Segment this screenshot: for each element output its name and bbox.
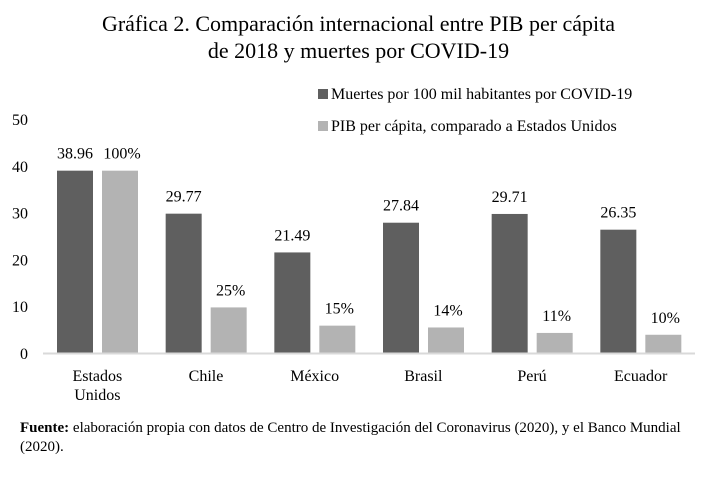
bar-gdp: [645, 334, 682, 353]
legend-label: Muertes por 100 mil habitantes por COVID…: [331, 86, 632, 103]
legend-swatch: [318, 121, 328, 131]
x-tick-label: Perú: [517, 368, 546, 385]
y-tick-label: 50: [12, 112, 28, 129]
bar-deaths: [57, 170, 93, 353]
data-label-gdp: 14%: [433, 302, 462, 319]
y-tick-label: 40: [12, 159, 28, 176]
data-label-deaths: 29.77: [166, 189, 202, 206]
data-label-deaths: 38.96: [57, 146, 93, 163]
chart-title-line-1: Gráfica 2. Comparación internacional ent…: [101, 11, 616, 36]
data-label-gdp: 25%: [216, 282, 245, 299]
data-label-deaths: 29.71: [492, 189, 528, 206]
bar-gdp: [319, 325, 356, 353]
bar-deaths: [274, 252, 311, 353]
source-text: elaboración propia con datos de Centro d…: [20, 420, 681, 455]
y-tick-label: 0: [20, 346, 28, 363]
chart-title: Gráfica 2. Comparación internacional ent…: [0, 10, 717, 64]
legend-swatch: [318, 89, 328, 99]
data-label-gdp: 100%: [103, 146, 140, 163]
bar-gdp: [210, 307, 247, 353]
legend-label: PIB per cápita, comparado a Estados Unid…: [331, 118, 617, 135]
source-label: Fuente:: [20, 420, 70, 436]
data-label-gdp: 10%: [651, 310, 680, 327]
y-tick-label: 20: [12, 252, 28, 269]
data-label-gdp: 11%: [542, 308, 571, 325]
x-tick-label: Estados: [72, 368, 122, 385]
chart-title-line-2: de 2018 y muertes por COVID-19: [207, 38, 510, 63]
data-label-gdp: 15%: [325, 301, 354, 318]
x-tick-label: México: [290, 368, 339, 385]
data-label-deaths: 21.49: [274, 227, 310, 244]
bar-deaths: [600, 229, 637, 353]
y-tick-label: 30: [12, 206, 28, 223]
bar-gdp: [102, 170, 138, 353]
x-tick-label: Ecuador: [614, 368, 668, 385]
x-tick-label: Brasil: [404, 368, 443, 385]
bar-deaths: [383, 222, 419, 353]
x-tick-label: Chile: [189, 368, 224, 385]
bar-gdp: [536, 332, 573, 353]
data-label-deaths: 27.84: [383, 198, 419, 215]
x-tick-label: Unidos: [74, 387, 120, 404]
source-note: Fuente: elaboración propia con datos de …: [20, 419, 700, 457]
data-label-deaths: 26.35: [600, 205, 636, 222]
bar-gdp: [428, 327, 464, 353]
bar-deaths: [165, 213, 202, 353]
bar-deaths: [491, 213, 528, 353]
y-tick-label: 10: [12, 299, 28, 316]
